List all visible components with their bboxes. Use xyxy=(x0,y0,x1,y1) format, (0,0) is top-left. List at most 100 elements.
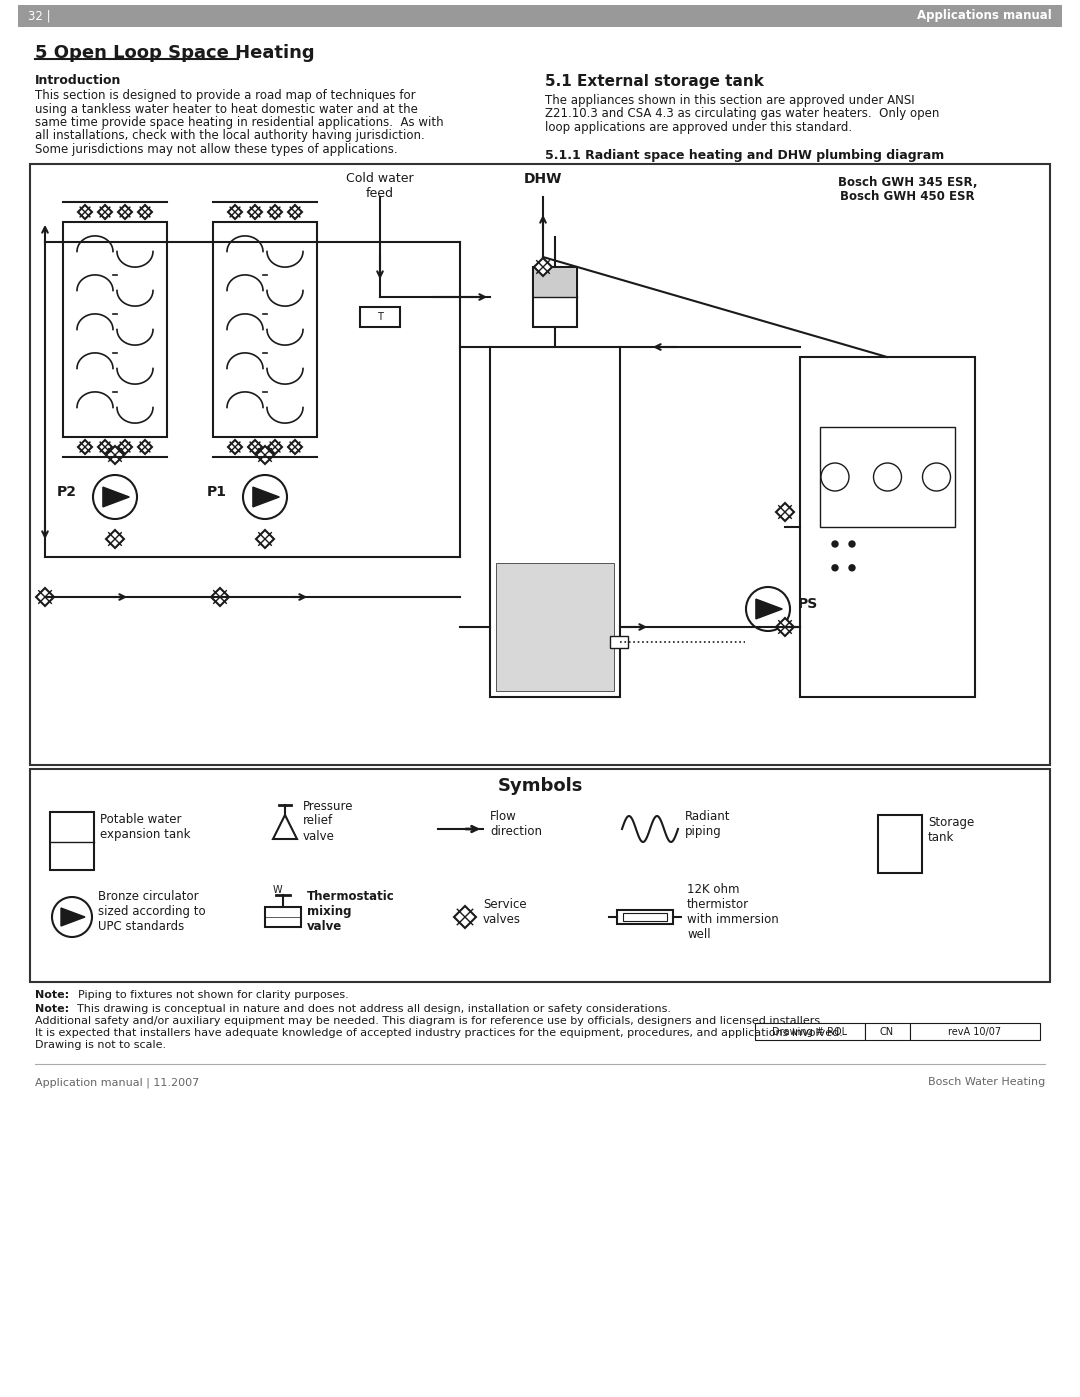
Text: Applications manual: Applications manual xyxy=(917,10,1052,22)
Bar xyxy=(534,268,576,298)
Bar xyxy=(610,636,627,648)
Text: This drawing is conceptual in nature and does not address all design, installati: This drawing is conceptual in nature and… xyxy=(70,1004,671,1014)
Text: Note:: Note: xyxy=(35,1004,69,1014)
Text: Bosch GWH 450 ESR: Bosch GWH 450 ESR xyxy=(840,190,975,203)
Text: loop applications are approved under this standard.: loop applications are approved under thi… xyxy=(545,122,852,134)
Text: Thermostatic
mixing
valve: Thermostatic mixing valve xyxy=(307,890,395,933)
Text: Cold water
feed: Cold water feed xyxy=(347,172,414,200)
Text: Piping to fixtures not shown for clarity purposes.: Piping to fixtures not shown for clarity… xyxy=(71,990,349,1000)
Circle shape xyxy=(746,587,789,631)
Text: PS: PS xyxy=(798,597,819,610)
Text: 5.1 External storage tank: 5.1 External storage tank xyxy=(545,74,764,89)
Text: Storage
tank: Storage tank xyxy=(928,816,974,844)
Polygon shape xyxy=(138,205,152,219)
Bar xyxy=(755,1023,865,1039)
Bar xyxy=(265,907,301,928)
Circle shape xyxy=(832,541,838,548)
Text: 5.1.1 Radiant space heating and DHW plumbing diagram: 5.1.1 Radiant space heating and DHW plum… xyxy=(545,149,944,162)
Polygon shape xyxy=(228,440,242,454)
Circle shape xyxy=(849,564,855,571)
Polygon shape xyxy=(118,440,132,454)
Bar xyxy=(50,812,94,870)
Polygon shape xyxy=(256,529,274,548)
Text: Bosch GWH 345 ESR,: Bosch GWH 345 ESR, xyxy=(838,176,977,189)
Text: Bosch Water Heating: Bosch Water Heating xyxy=(928,1077,1045,1087)
Text: W: W xyxy=(272,886,282,895)
Polygon shape xyxy=(98,205,112,219)
Text: 5 Open Loop Space Heating: 5 Open Loop Space Heating xyxy=(35,43,314,61)
Text: revA 10/07: revA 10/07 xyxy=(948,1027,1001,1037)
Text: Service
valves: Service valves xyxy=(483,898,527,926)
Bar xyxy=(617,909,673,923)
Text: Application manual | 11.2007: Application manual | 11.2007 xyxy=(35,1077,199,1087)
Text: P1: P1 xyxy=(207,485,227,499)
Bar xyxy=(820,427,955,527)
Text: Pressure
relief
valve: Pressure relief valve xyxy=(303,799,353,842)
Polygon shape xyxy=(103,488,130,507)
Text: Some jurisdictions may not allow these types of applications.: Some jurisdictions may not allow these t… xyxy=(35,142,397,156)
Circle shape xyxy=(821,462,849,490)
Polygon shape xyxy=(248,440,262,454)
Polygon shape xyxy=(268,440,282,454)
Polygon shape xyxy=(98,440,112,454)
Polygon shape xyxy=(454,907,476,928)
Polygon shape xyxy=(138,440,152,454)
Text: Potable water
expansion tank: Potable water expansion tank xyxy=(100,813,190,841)
Text: Radiant
piping: Radiant piping xyxy=(685,810,730,838)
Polygon shape xyxy=(288,440,302,454)
Circle shape xyxy=(849,541,855,548)
Text: 32 |: 32 | xyxy=(28,10,51,22)
Text: Additional safety and/or auxiliary equipment may be needed. This diagram is for : Additional safety and/or auxiliary equip… xyxy=(35,1016,824,1025)
Circle shape xyxy=(52,897,92,937)
Text: CN: CN xyxy=(880,1027,894,1037)
Text: Drawing # ROL: Drawing # ROL xyxy=(772,1027,848,1037)
Polygon shape xyxy=(248,205,262,219)
Bar xyxy=(865,1023,910,1039)
Text: Bronze circulator
sized according to
UPC standards: Bronze circulator sized according to UPC… xyxy=(98,890,205,933)
Polygon shape xyxy=(777,503,794,521)
Circle shape xyxy=(243,475,287,520)
Bar xyxy=(18,6,1062,27)
Text: Drawing is not to scale.: Drawing is not to scale. xyxy=(35,1039,166,1051)
Bar xyxy=(800,358,975,697)
Bar xyxy=(30,163,1050,766)
Circle shape xyxy=(922,462,950,490)
Text: DHW: DHW xyxy=(524,172,563,186)
Polygon shape xyxy=(273,814,297,840)
Polygon shape xyxy=(256,446,274,464)
Polygon shape xyxy=(228,205,242,219)
Polygon shape xyxy=(756,599,782,619)
Polygon shape xyxy=(118,205,132,219)
Polygon shape xyxy=(288,205,302,219)
Text: It is expected that installers have adequate knowledge of accepted industry prac: It is expected that installers have adeq… xyxy=(35,1028,842,1038)
Bar xyxy=(496,563,615,692)
Polygon shape xyxy=(253,488,280,507)
Text: all installations, check with the local authority having jurisdiction.: all installations, check with the local … xyxy=(35,130,424,142)
Text: 12K ohm
thermistor
with immersion
well: 12K ohm thermistor with immersion well xyxy=(687,883,779,942)
Bar xyxy=(490,346,620,697)
Text: T: T xyxy=(377,312,383,321)
Polygon shape xyxy=(106,529,124,548)
Polygon shape xyxy=(36,588,54,606)
Text: Symbols: Symbols xyxy=(497,777,583,795)
Text: same time provide space heating in residential applications.  As with: same time provide space heating in resid… xyxy=(35,116,444,129)
Polygon shape xyxy=(106,446,124,464)
Polygon shape xyxy=(268,205,282,219)
Circle shape xyxy=(874,462,902,490)
Polygon shape xyxy=(777,617,794,636)
Bar xyxy=(360,307,400,327)
Text: Introduction: Introduction xyxy=(35,74,121,87)
Bar xyxy=(623,914,667,921)
Text: Flow
direction: Flow direction xyxy=(490,810,542,838)
Circle shape xyxy=(93,475,137,520)
Text: using a tankless water heater to heat domestic water and at the: using a tankless water heater to heat do… xyxy=(35,102,418,116)
Polygon shape xyxy=(78,440,92,454)
Text: Note:: Note: xyxy=(35,990,69,1000)
Circle shape xyxy=(832,564,838,571)
Polygon shape xyxy=(60,908,85,926)
Text: P2: P2 xyxy=(57,485,77,499)
Bar xyxy=(910,1023,1040,1039)
Bar xyxy=(30,768,1050,982)
Polygon shape xyxy=(211,588,229,606)
Bar xyxy=(213,222,318,437)
